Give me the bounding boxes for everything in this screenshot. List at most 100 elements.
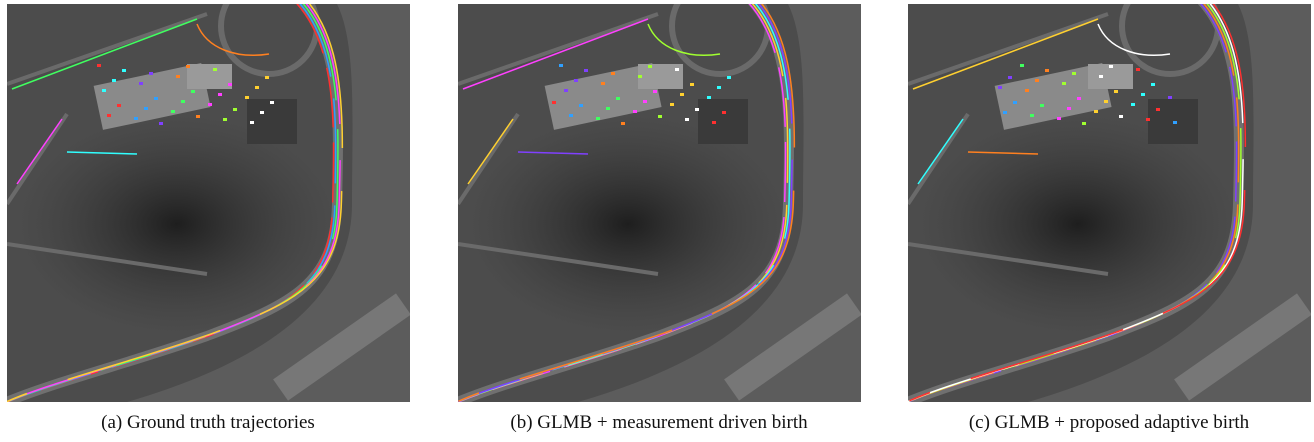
vehicle <box>144 107 148 110</box>
vehicle <box>569 114 573 117</box>
vehicle <box>584 69 588 72</box>
vehicle <box>559 64 563 67</box>
vehicle <box>1057 117 1061 120</box>
vehicle <box>1077 97 1081 100</box>
vehicle <box>134 117 138 120</box>
vehicle <box>1082 122 1086 125</box>
aerial-image <box>0 0 411 406</box>
vehicle <box>171 110 175 113</box>
vehicle <box>685 118 689 121</box>
building <box>247 99 297 144</box>
vehicle <box>1141 93 1145 96</box>
vehicle <box>601 82 605 85</box>
vehicle <box>670 103 674 106</box>
vehicle <box>1013 101 1017 104</box>
building <box>187 64 232 89</box>
building <box>698 99 748 144</box>
vehicle <box>1114 90 1118 93</box>
vehicle <box>186 65 190 68</box>
vehicle <box>1030 114 1034 117</box>
vehicle <box>1072 72 1076 75</box>
vehicle <box>1067 107 1071 110</box>
vehicle <box>196 115 200 118</box>
vehicle <box>1062 82 1066 85</box>
vehicle <box>213 68 217 71</box>
vehicle <box>1094 110 1098 113</box>
vehicle <box>1119 115 1123 118</box>
vehicle <box>552 101 556 104</box>
vehicle <box>1104 100 1108 103</box>
caption: (b) GLMB + measurement driven birth <box>510 412 808 433</box>
vehicle <box>611 72 615 75</box>
vehicle <box>1168 96 1172 99</box>
vehicle <box>1109 65 1113 68</box>
vehicle <box>1040 104 1044 107</box>
vehicle <box>122 69 126 72</box>
vehicle <box>707 96 711 99</box>
vehicle <box>97 64 101 67</box>
vehicle <box>579 104 583 107</box>
vehicle <box>643 100 647 103</box>
vehicle <box>139 82 143 85</box>
aerial-image <box>901 0 1312 405</box>
vehicle <box>1146 118 1150 121</box>
vehicle <box>1035 79 1039 82</box>
caption: (a) Ground truth trajectories <box>101 412 315 433</box>
vehicle <box>998 86 1002 89</box>
vehicle <box>265 76 269 79</box>
vehicle <box>596 117 600 120</box>
vehicle <box>117 104 121 107</box>
vehicle <box>218 93 222 96</box>
vehicle <box>191 90 195 93</box>
vehicle <box>1173 121 1177 124</box>
vehicle <box>208 103 212 106</box>
vehicle <box>149 72 153 75</box>
vehicle <box>233 108 237 111</box>
vehicle <box>176 75 180 78</box>
caption: (c) GLMB + proposed adaptive birth <box>969 412 1250 433</box>
vehicle <box>102 89 106 92</box>
vehicle <box>690 83 694 86</box>
vehicle <box>658 115 662 118</box>
vehicle <box>727 76 731 79</box>
vehicle <box>722 111 726 114</box>
figure: (a) Ground truth trajectories (b) GLMB +… <box>0 0 1314 442</box>
vehicle <box>564 89 568 92</box>
building <box>638 64 683 89</box>
vehicle <box>270 101 274 104</box>
vehicle <box>712 121 716 124</box>
vehicle <box>633 110 637 113</box>
vehicle <box>574 79 578 82</box>
vehicle <box>616 97 620 100</box>
vehicle <box>1045 69 1049 72</box>
vehicle <box>695 108 699 111</box>
vehicle <box>107 114 111 117</box>
vehicle <box>112 79 116 82</box>
vehicle <box>638 75 642 78</box>
vehicle <box>1025 89 1029 92</box>
vehicle <box>181 100 185 103</box>
vehicle <box>648 65 652 68</box>
vehicle <box>250 121 254 124</box>
vehicle <box>255 86 259 89</box>
vehicle <box>223 118 227 121</box>
vehicle <box>653 90 657 93</box>
vehicle <box>228 83 232 86</box>
vehicle <box>680 93 684 96</box>
vehicle <box>245 96 249 99</box>
vehicle <box>606 107 610 110</box>
vehicle <box>1020 64 1024 67</box>
vehicle <box>717 86 721 89</box>
vehicle <box>675 68 679 71</box>
vehicle <box>1136 68 1140 71</box>
vehicle <box>1008 76 1012 79</box>
vehicle <box>1156 108 1160 111</box>
vehicle <box>1099 75 1103 78</box>
vehicle <box>159 122 163 125</box>
vehicle <box>1003 111 1007 114</box>
aerial-image <box>450 0 862 406</box>
vehicle <box>1131 103 1135 106</box>
vehicle <box>154 97 158 100</box>
vehicle <box>621 122 625 125</box>
vehicle <box>1151 83 1155 86</box>
